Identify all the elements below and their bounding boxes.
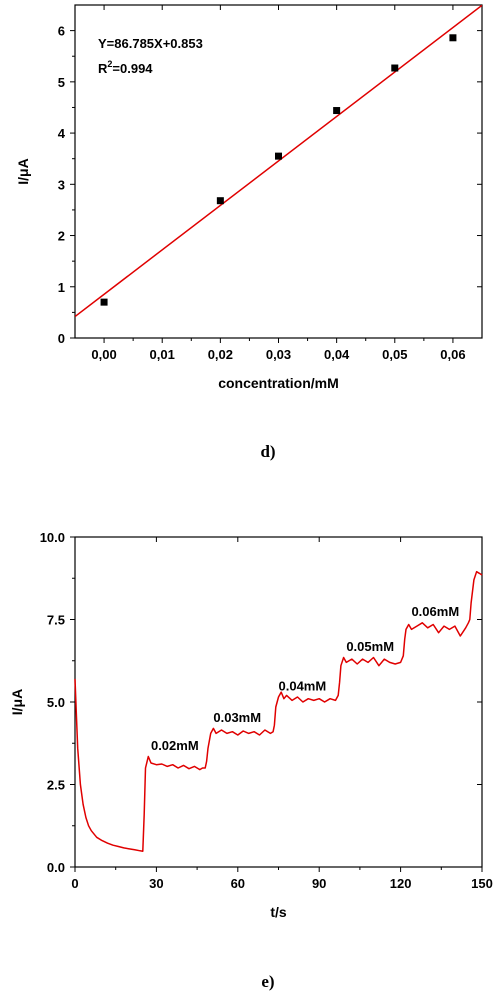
y-tick-label-d: 3	[58, 177, 65, 192]
y-tick-label-d: 4	[58, 126, 66, 141]
panel-label-e: e)	[261, 972, 274, 991]
x-tick-label-d: 0,06	[440, 347, 465, 362]
x-tick-label-d: 0,02	[208, 347, 233, 362]
panel-label-d: d)	[260, 442, 275, 461]
concentration-label: 0.04mM	[279, 678, 327, 693]
plot-frame-d	[74, 4, 483, 339]
r-squared-prefix: R	[98, 61, 108, 76]
y-tick-label-d: 2	[58, 229, 65, 244]
data-point	[449, 34, 457, 42]
y-tick-label-e: 10.0	[40, 530, 65, 545]
plot-frame-e	[74, 536, 483, 868]
data-point	[100, 298, 108, 306]
y-tick-label-d: 5	[58, 75, 65, 90]
y-tick-label-d: 1	[58, 280, 65, 295]
y-tick-label-d: 0	[58, 331, 65, 346]
x-axis-label-d: concentration/mM	[218, 375, 339, 391]
y-axis-label-e: I/μA	[9, 689, 25, 715]
concentration-label: 0.05mM	[346, 639, 394, 654]
concentration-label: 0.02mM	[151, 738, 199, 753]
x-tick-label-d: 0,03	[266, 347, 291, 362]
y-tick-label-e: 5.0	[47, 695, 65, 710]
x-tick-label-d: 0,01	[150, 347, 175, 362]
data-point	[391, 64, 399, 72]
concentration-label: 0.06mM	[411, 604, 459, 619]
x-tick-label-e: 0	[71, 876, 78, 891]
y-tick-label-e: 0.0	[47, 860, 65, 875]
x-tick-label-d: 0,04	[324, 347, 350, 362]
fit-line	[75, 5, 482, 318]
chart-e: 0 30 60 90 120 150 0.0 2.5 5.0 7.5 10.0 t/s I/μA 0.02…	[9, 530, 493, 920]
y-tick-label-e: 7.5	[47, 613, 65, 628]
chart-d: 0,00 0,01 0,02 0,03 0,04 0,05 0,06 0 1 2 3 4 5 6 conce…	[15, 4, 483, 391]
x-tick-label-d: 0,00	[91, 347, 116, 362]
concentration-label: 0.03mM	[213, 710, 261, 725]
data-point	[275, 152, 282, 160]
x-axis-label-e: t/s	[270, 904, 287, 920]
x-tick-label-e: 90	[312, 876, 326, 891]
x-tick-label-e: 30	[149, 876, 163, 891]
y-tick-label-e: 2.5	[47, 778, 65, 793]
x-tick-label-e: 60	[231, 876, 245, 891]
data-point	[216, 197, 224, 205]
x-tick-label-d: 0,05	[382, 347, 407, 362]
fit-equation: Y=86.785X+0.853	[98, 36, 203, 51]
r-squared-sup: 2	[107, 59, 112, 69]
x-tick-label-e: 150	[471, 876, 493, 891]
r-squared-value: =0.994	[112, 61, 153, 76]
current-trace	[74, 570, 483, 852]
y-axis-label-d: I/μA	[15, 158, 31, 184]
x-tick-label-e: 120	[390, 876, 412, 891]
data-point	[333, 107, 341, 115]
y-tick-label-d: 6	[58, 24, 65, 39]
r-squared: R2=0.994	[98, 59, 153, 76]
